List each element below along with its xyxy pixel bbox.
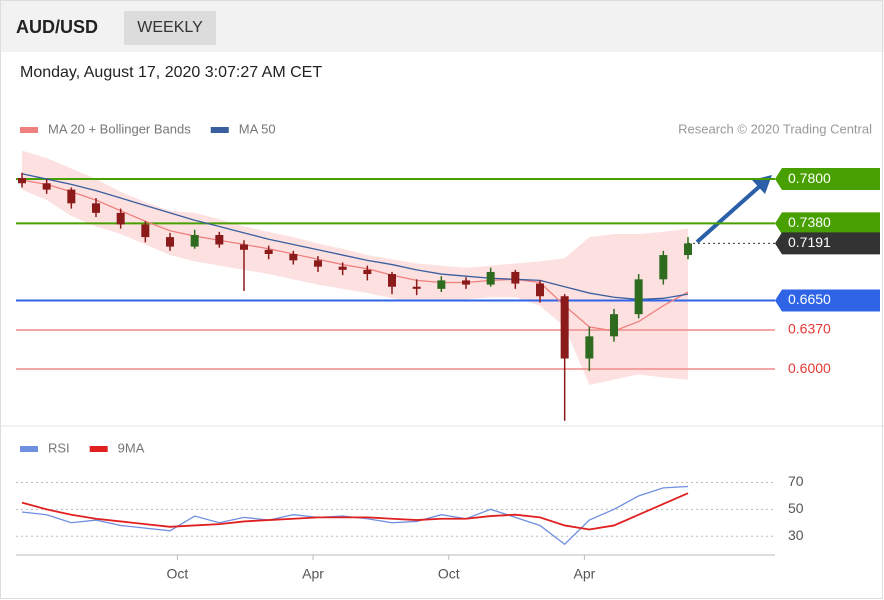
candle-body [560,296,569,359]
legend-swatch [20,446,38,452]
timestamp: Monday, August 17, 2020 3:07:27 AM CET [20,64,322,81]
candle-body [314,260,322,267]
candle-body [67,189,76,204]
x-tick-label: Oct [438,566,460,582]
period-button[interactable] [124,11,216,45]
candle-body [437,280,446,289]
candle-body [18,178,26,184]
symbol: AUD/USD [16,17,98,37]
candle-body [412,286,421,289]
x-tick-label: Apr [302,566,324,582]
level-label: 0.7800 [788,170,831,186]
legend-label: MA 50 [239,121,276,136]
candle-body [511,271,520,284]
candle-body [585,336,594,359]
legend-label: RSI [48,440,70,455]
period[interactable]: WEEKLY [137,19,203,36]
candle-body [486,271,495,285]
y-tick-label: 50 [788,500,804,516]
candle-body [536,283,544,297]
legend-swatch [210,127,229,133]
level-label: 0.6370 [788,321,831,337]
moving-average [21,179,689,332]
x-tick-label: Apr [574,566,596,582]
rsi-line [21,492,689,531]
bollinger-band [22,150,688,385]
candle-body [240,244,248,250]
candle-body [215,235,224,245]
level-label: 0.6650 [788,291,831,307]
candle-body [462,280,470,285]
y-tick-label: 70 [788,473,804,489]
candle-body [141,224,150,238]
candle-body [264,249,273,254]
rsi-line [21,485,689,546]
candle-body [684,243,692,256]
legend-label: 9MA [118,440,145,455]
legend-swatch [20,127,38,133]
moving-average [21,173,689,301]
candle-body [659,255,668,280]
candle-body [338,266,347,270]
candle-body [92,203,100,213]
level-tag [775,168,880,191]
last-price-tag [775,232,880,255]
x-tick-label: Oct [167,566,189,582]
candle-body [363,269,372,275]
legend-label: MA 20 + Bollinger Bands [48,121,191,136]
last-price-label: 0.7191 [788,234,831,250]
level-label: 0.7380 [788,214,831,230]
candle-body [166,237,174,247]
candle-body [634,279,643,315]
y-tick-label: 30 [788,527,804,543]
level-tag [775,289,880,312]
candle-body [289,254,298,261]
candle-body [388,274,396,287]
credit: Research © 2020 Trading Central [678,121,872,136]
target-arrow [695,184,762,244]
level-tag [775,212,880,235]
candle-body [610,314,618,337]
candle-body [42,183,51,190]
level-label: 0.6000 [788,360,831,376]
legend-swatch [89,446,108,452]
candle-body [116,212,125,225]
candle-body [190,235,199,247]
